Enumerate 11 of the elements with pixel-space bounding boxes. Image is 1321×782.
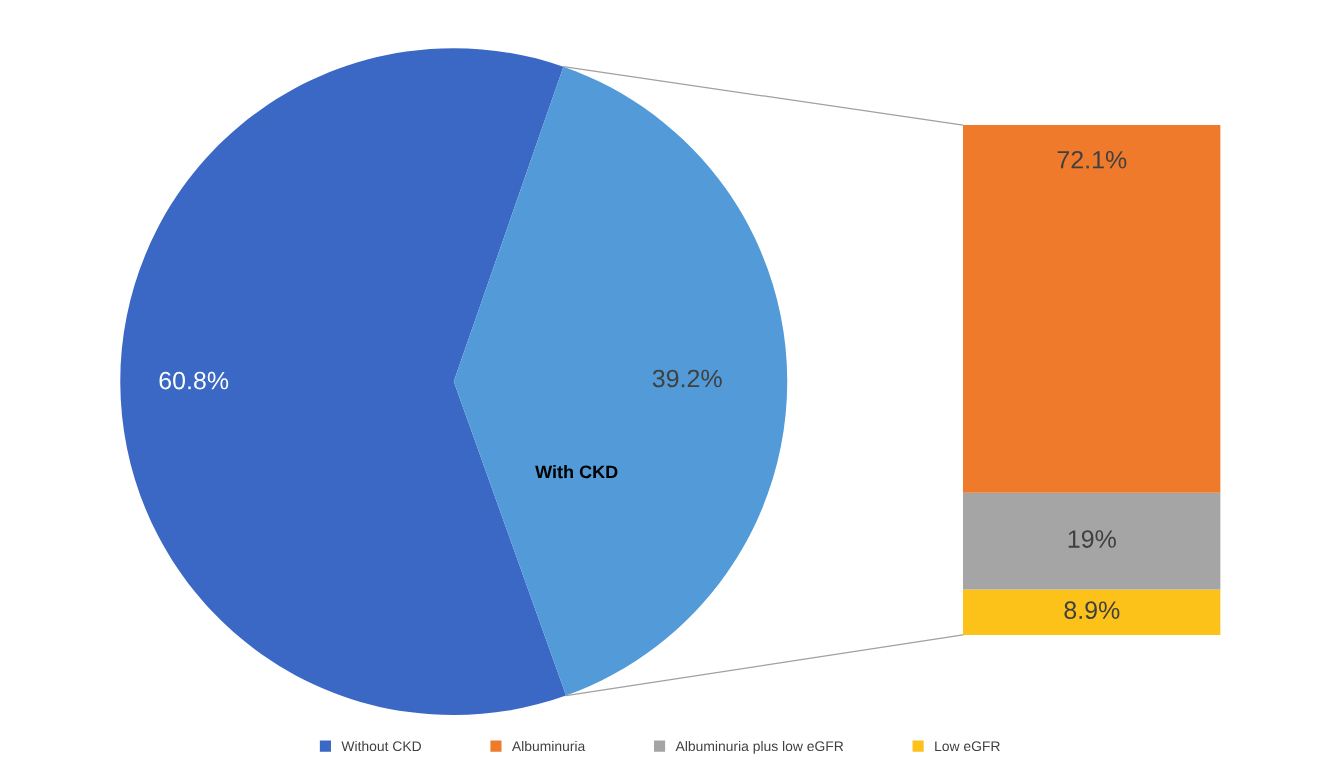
data-label: 72.1% bbox=[1057, 150, 1127, 169]
data-label: 19% bbox=[1068, 530, 1116, 548]
data-label: 60.8% bbox=[159, 371, 229, 390]
legend-label: Low eGFR bbox=[935, 741, 1000, 752]
data-label: 39.2% bbox=[652, 369, 722, 388]
data-label: 8.9% bbox=[1064, 601, 1120, 620]
legend-label: Albuminuria bbox=[511, 740, 586, 752]
legend-label: Without CKD bbox=[341, 740, 421, 752]
slice-label: With CKD bbox=[535, 465, 618, 479]
pie-slice bbox=[453, 66, 788, 696]
legend-label: Albuminuria plus low eGFR bbox=[675, 740, 844, 754]
